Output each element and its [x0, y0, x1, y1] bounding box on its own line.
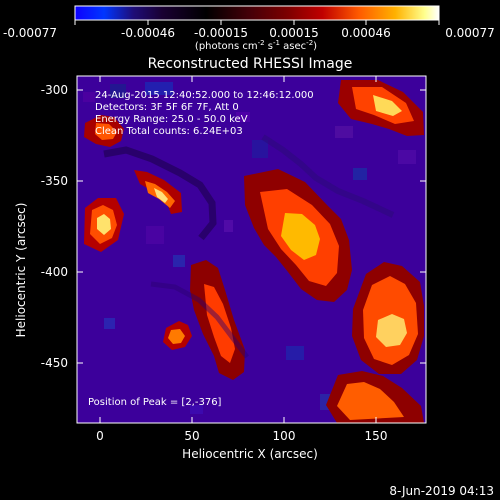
colorbar-tick-label-1: -0.00077: [3, 26, 57, 40]
peak-position-label: Position of Peak = [2,-376]: [88, 397, 222, 408]
metadata-line-4: Clean Total counts: 6.24E+03: [95, 126, 243, 137]
timestamp: 8-Jun-2019 04:13: [389, 484, 494, 498]
metadata-line-2: Detectors: 3F 5F 6F 7F, Att 0: [95, 102, 239, 113]
y-axis-title: Heliocentric Y (arcsec): [14, 203, 28, 338]
image-content: [77, 76, 426, 423]
colorbar-border: [74, 5, 440, 21]
colorbar-unit-photons: (photons cm: [195, 41, 258, 52]
colorbar-tick-label-3: -0.00015: [194, 26, 248, 40]
y-tick-label-neg450: -450: [41, 356, 68, 370]
image-panel: [76, 75, 427, 424]
colorbar-unit-exp3: -2: [306, 39, 313, 47]
colorbar-tick-label-5: 0.00046: [341, 26, 391, 40]
dark-magenta-tracks: [103, 134, 395, 359]
y-tick-label-neg350: -350: [41, 174, 68, 188]
colorbar-unit-exp2: -1: [273, 39, 280, 47]
plot-frame: [76, 75, 427, 424]
metadata-line-1: 24-Aug-2015 12:40:52.000 to 12:46:12.000: [95, 90, 314, 101]
colorbar-unit-s: s: [265, 41, 273, 52]
metadata-line-3: Energy Range: 25.0 - 50.0 keV: [95, 114, 248, 125]
x-tick-label-50: 50: [184, 429, 199, 443]
colorbar-tick-label-2: -0.00046: [121, 26, 175, 40]
x-axis-ticks: [99, 76, 377, 423]
y-tick-label-neg300: -300: [41, 83, 68, 97]
x-tick-label-100: 100: [273, 429, 296, 443]
y-tick-label-neg400: -400: [41, 265, 68, 279]
main-title: Reconstructed RHESSI Image: [148, 56, 353, 72]
colorbar-ticks: [74, 20, 440, 25]
colorbar-unit-asec: asec: [280, 41, 306, 52]
colorbar-gradient: [75, 6, 439, 20]
colorbar-unit-close: ): [313, 41, 317, 52]
colorbar: -0.00077 -0.00046 -0.00015 0.00015 0.000…: [3, 5, 495, 52]
colorbar-tick-label-4: 0.00015: [269, 26, 319, 40]
source-regions: [84, 80, 424, 423]
y-axis-ticks: [77, 89, 426, 364]
colorbar-unit-exp1: -2: [258, 39, 265, 47]
x-tick-label-150: 150: [365, 429, 388, 443]
colorbar-unit-label: (photons cm-2 s-1 asec-2): [195, 39, 317, 52]
colorbar-tick-label-6: 0.00077: [445, 26, 495, 40]
x-axis-title: Heliocentric X (arcsec): [182, 447, 318, 461]
metadata-overlay: 24-Aug-2015 12:40:52.000 to 12:46:12.000…: [88, 90, 314, 408]
axes: 0 50 100 150 -300 -350 -400 -450 Helioce…: [14, 76, 426, 461]
x-tick-label-0: 0: [96, 429, 104, 443]
